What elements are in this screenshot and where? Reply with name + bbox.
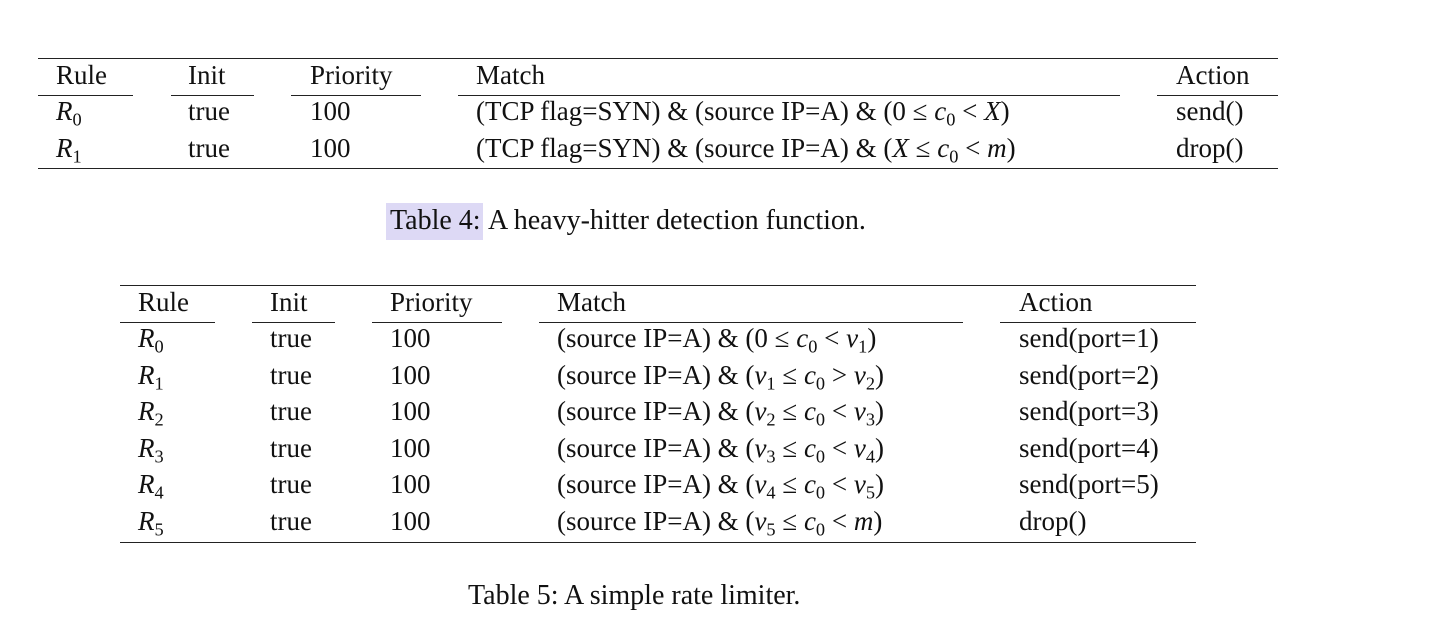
cell-priority: 100: [390, 323, 431, 353]
header-underline: [291, 95, 421, 96]
cell-init: true: [270, 359, 312, 390]
cell-init: true: [188, 96, 230, 126]
cell-match: (source IP=A) & (v2 ≤ c0 < v3): [557, 396, 885, 430]
cell-match: (source IP=A) & (v5 ≤ c0 < m): [557, 506, 883, 540]
cell-match: (source IP=A) & (v4 ≤ c0 < v5): [557, 469, 885, 503]
header-init: Init: [188, 60, 226, 90]
header-underline: [171, 95, 254, 96]
cell-rule: R2: [138, 396, 164, 430]
cell-match: (source IP=A) & (v3 ≤ c0 < v4): [557, 432, 885, 467]
header-priority: Priority: [310, 60, 393, 90]
cell-rule: R3: [138, 432, 164, 467]
header-action: Action: [1176, 60, 1250, 90]
bottom-rule: [120, 542, 1196, 543]
top-rule: [38, 58, 1278, 59]
cell-priority: 100: [390, 432, 431, 463]
cell-rule: R4: [138, 469, 164, 503]
caption-text: A heavy-hitter detection function.: [488, 205, 866, 236]
cell-priority: 100: [390, 469, 431, 500]
header-underline: [1157, 95, 1278, 96]
cell-match: (source IP=A) & (v1 ≤ c0 > v2): [557, 359, 885, 394]
header-action: Action: [1019, 287, 1093, 317]
cell-rule: R1: [138, 359, 164, 394]
header-underline: [372, 322, 502, 323]
cell-init: true: [270, 432, 312, 463]
cell-rule: R0: [56, 96, 82, 130]
cell-match: (TCP flag=SYN) & (source IP=A) & (0 ≤ c0…: [476, 96, 1010, 130]
header-priority: Priority: [390, 287, 473, 317]
cell-init: true: [270, 469, 312, 500]
header-underline: [539, 322, 963, 323]
table-5-caption: Table 5: A simple rate limiter.: [468, 578, 800, 614]
cell-priority: 100: [390, 359, 431, 390]
header-match: Match: [557, 287, 626, 317]
cell-rule: R5: [138, 506, 164, 540]
bottom-rule: [38, 168, 1278, 169]
cell-init: true: [270, 506, 312, 536]
cell-priority: 100: [310, 133, 351, 163]
header-rule: Rule: [138, 287, 189, 317]
cell-action: send(port=4): [1019, 432, 1159, 463]
cell-match: (TCP flag=SYN) & (source IP=A) & (X ≤ c0…: [476, 133, 1016, 167]
header-match: Match: [476, 60, 545, 90]
cell-init: true: [270, 396, 312, 427]
table-4-caption: Table 4: A heavy-hitter detection functi…: [386, 203, 866, 240]
caption-label: Table 5:: [468, 580, 559, 611]
cell-priority: 100: [390, 506, 431, 536]
cell-priority: 100: [390, 396, 431, 427]
header-rule: Rule: [56, 60, 107, 90]
caption-label: Table 4:: [386, 203, 483, 240]
cell-init: true: [270, 323, 312, 353]
header-underline: [38, 95, 133, 96]
cell-match: (source IP=A) & (0 ≤ c0 < v1): [557, 323, 877, 357]
cell-action: drop(): [1019, 506, 1087, 536]
cell-action: send(port=3): [1019, 396, 1159, 427]
header-underline: [1000, 322, 1196, 323]
caption-text: A simple rate limiter.: [564, 580, 801, 611]
header-underline: [120, 322, 215, 323]
cell-rule: R0: [138, 323, 164, 357]
top-rule: [120, 285, 1196, 286]
header-underline: [458, 95, 1120, 96]
cell-action: send(): [1176, 96, 1244, 126]
header-underline: [252, 322, 335, 323]
cell-action: send(port=5): [1019, 469, 1159, 500]
header-init: Init: [270, 287, 308, 317]
cell-init: true: [188, 133, 230, 163]
cell-priority: 100: [310, 96, 351, 126]
cell-action: send(port=2): [1019, 359, 1159, 390]
cell-rule: R1: [56, 133, 82, 167]
cell-action: send(port=1): [1019, 323, 1159, 353]
cell-action: drop(): [1176, 133, 1244, 163]
